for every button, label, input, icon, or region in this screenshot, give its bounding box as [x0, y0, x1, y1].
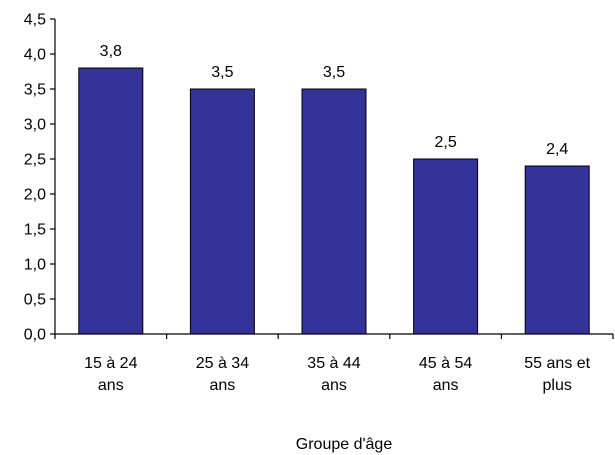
y-tick-label: 3,0	[24, 117, 46, 134]
y-tick-label: 4,5	[24, 12, 46, 29]
y-tick-label: 2,0	[24, 187, 46, 204]
data-label: 3,8	[100, 43, 122, 60]
bar	[78, 67, 144, 335]
y-tick-label: 0,5	[24, 292, 46, 309]
x-tick-label: 55 ans et	[524, 355, 590, 372]
y-tick-label: 3,5	[24, 82, 46, 99]
bar	[524, 165, 590, 335]
y-tick-label: 2,5	[24, 152, 46, 169]
data-label: 3,5	[211, 64, 233, 81]
x-tick-label: 25 à 34	[196, 355, 249, 372]
x-tick-label: ans	[210, 377, 236, 394]
data-label: 2,5	[434, 134, 456, 151]
x-axis: 15 à 24 ans 25 à 34 ans 35 à 44 ans 45 à 54 ans…	[54, 333, 614, 394]
data-label: 2,4	[546, 141, 568, 158]
bar	[189, 88, 255, 335]
x-tick-label: 45 à 54	[419, 355, 472, 372]
bars	[78, 67, 590, 335]
y-tick-label: 1,0	[24, 257, 46, 274]
x-tick-label: ans	[433, 377, 459, 394]
y-tick-label: 1,5	[24, 222, 46, 239]
y-axis: 0,0 0,5 1,0 1,5 2,0 2,5 3,0 3,5 4,0 4,5	[24, 12, 56, 344]
bar	[413, 158, 479, 335]
x-tick-label: ans	[98, 377, 124, 394]
x-tick-label: ans	[321, 377, 347, 394]
data-labels: 3,8 3,5 3,5 2,5 2,4	[100, 43, 569, 158]
y-tick-label: 0,0	[24, 327, 46, 344]
bar	[301, 88, 367, 335]
x-tick-label: 15 à 24	[84, 355, 137, 372]
x-tick-label: plus	[543, 377, 572, 394]
y-tick-label: 4,0	[24, 47, 46, 64]
data-label: 3,5	[323, 64, 345, 81]
x-axis-title: Groupe d'âge	[296, 436, 393, 453]
x-tick-label: 35 à 44	[307, 355, 360, 372]
